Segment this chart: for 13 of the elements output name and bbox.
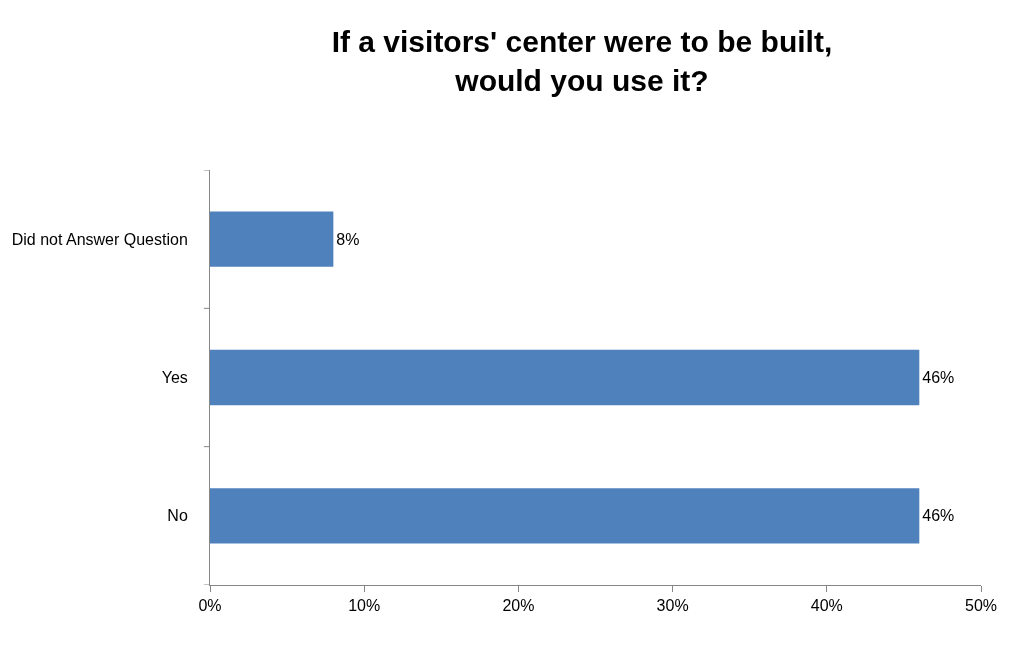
x-tick-label: 10% [348, 597, 381, 615]
x-tick-label: 20% [502, 597, 535, 615]
data-label: 46% [922, 369, 955, 386]
data-label: 46% [922, 507, 955, 525]
data-label: 8% [336, 230, 360, 248]
y-tick-label: Did not Answer Question [11, 230, 188, 248]
y-tick-label: Yes [161, 369, 188, 387]
x-tick-label: 40% [810, 597, 843, 615]
x-tick-label: 0% [198, 597, 222, 615]
x-tick-label: 50% [964, 597, 998, 615]
x-tick-label: 30% [656, 597, 689, 615]
y-tick-label: No [167, 507, 188, 525]
chart-title: If a visitors' center were to be built, would you use it? [331, 24, 833, 97]
